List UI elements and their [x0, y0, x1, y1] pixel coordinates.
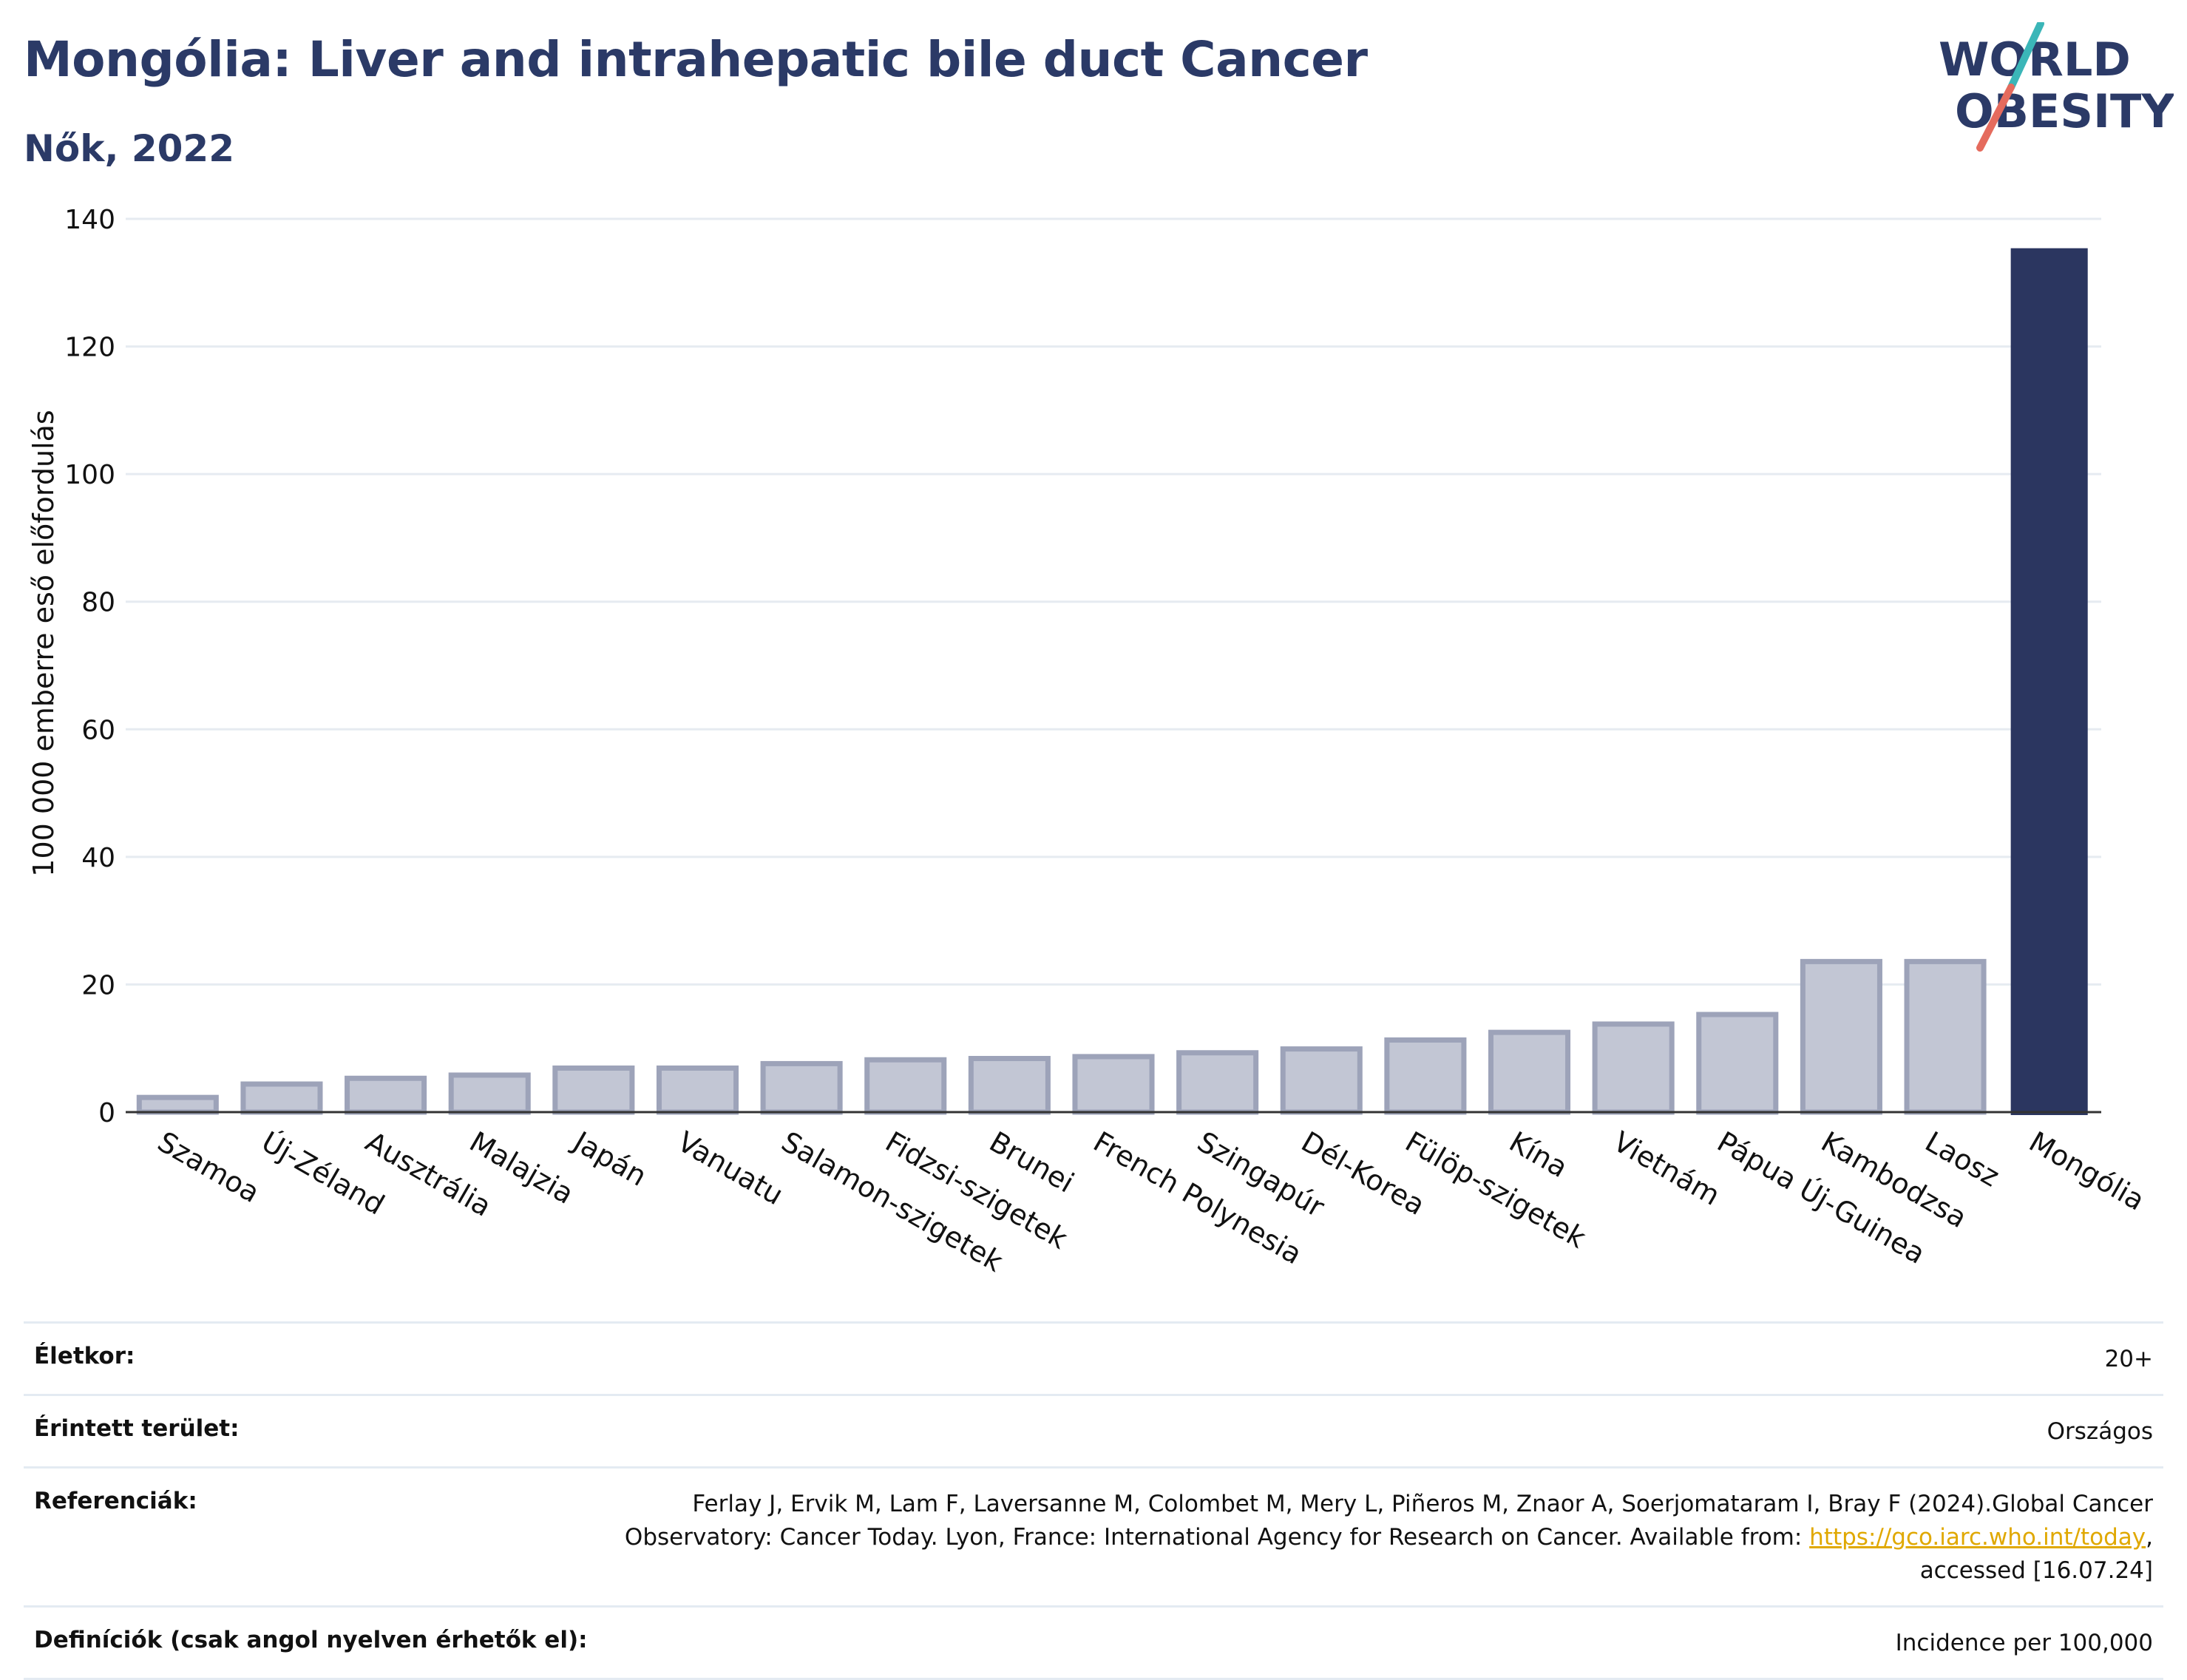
metadata-table: Életkor: 20+ Érintett terület: Országos … — [24, 1321, 2163, 1680]
meta-label: Érintett terület: — [34, 1415, 240, 1442]
reference-line-2: Observatory: Cancer Today. Lyon, France:… — [624, 1523, 1810, 1551]
x-tick-label: Kína — [1504, 1125, 1573, 1185]
meta-label: Referenciák: — [34, 1487, 197, 1514]
bar-5 — [656, 1065, 739, 1115]
x-tick-label: Vietnám — [1608, 1125, 1726, 1212]
bar-1 — [240, 1081, 323, 1115]
bar-chart: 020406080100120140SzamoaÚj-ZélandAusztrá… — [27, 205, 2150, 1278]
reference-line-3: accessed [16.07.24] — [1919, 1557, 2153, 1584]
y-tick-label: 100 — [64, 460, 115, 490]
y-tick-label: 80 — [81, 588, 115, 618]
bar-12 — [1384, 1037, 1467, 1115]
meta-value: Országos — [2047, 1418, 2153, 1445]
logo-slash-teal — [2007, 22, 2044, 91]
x-tick-label: Japán — [567, 1125, 653, 1193]
bar-8 — [968, 1056, 1051, 1115]
meta-row-references: Referenciák: Ferlay J, Ervik M, Lam F, L… — [24, 1466, 2163, 1605]
meta-row-area: Érintett terület: Országos — [24, 1393, 2163, 1466]
bars — [136, 248, 2088, 1116]
y-tick-label: 60 — [81, 715, 115, 745]
bar-14 — [1592, 1021, 1675, 1115]
logo-slash-coral — [1976, 84, 2015, 152]
meta-row-definitions: Definíciók (csak angol nyelven érhetők e… — [24, 1605, 2163, 1680]
bar-15 — [1696, 1012, 1779, 1115]
bar-17 — [1904, 958, 1987, 1115]
references-text: Ferlay J, Ervik M, Lam F, Laversanne M, … — [625, 1488, 2153, 1588]
axes: 020406080100120140SzamoaÚj-ZélandAusztrá… — [64, 205, 2150, 1278]
bar-0 — [136, 1094, 219, 1115]
meta-value: 20+ — [2104, 1346, 2153, 1372]
bar-7 — [864, 1057, 947, 1115]
bar-3 — [448, 1072, 531, 1115]
x-tick-label: Szamoa — [152, 1125, 265, 1210]
x-tick-label: Mongólia — [2024, 1125, 2150, 1217]
world-obesity-logo: WORLD OBESITY — [1939, 22, 2174, 152]
meta-label: Definíciók (csak angol nyelven érhetők e… — [34, 1626, 588, 1653]
bar-9 — [1072, 1054, 1155, 1115]
x-tick-label: Fülöp-szigetek — [1400, 1125, 1591, 1255]
reference-link[interactable]: https://gco.iarc.who.int/today — [1809, 1523, 2146, 1551]
page-title: Mongólia: Liver and intrahepatic bile du… — [24, 31, 1368, 88]
bar-4 — [552, 1065, 635, 1115]
reference-line-2-end: , — [2146, 1523, 2153, 1551]
page-subtitle: Nők, 2022 — [24, 127, 235, 170]
bar-6 — [760, 1060, 843, 1115]
bar-18 — [2010, 248, 2088, 1116]
meta-value: Incidence per 100,000 — [1895, 1629, 2153, 1656]
x-tick-label: Vanuatu — [672, 1125, 789, 1211]
grid-lines — [126, 217, 2101, 986]
y-tick-label: 0 — [98, 1098, 115, 1128]
meta-row-age: Életkor: 20+ — [24, 1321, 2163, 1394]
bar-11 — [1280, 1046, 1363, 1115]
bar-10 — [1176, 1050, 1259, 1115]
bar-2 — [345, 1075, 427, 1115]
meta-label: Életkor: — [34, 1343, 135, 1369]
y-tick-label: 120 — [64, 333, 115, 363]
reference-line-1: Ferlay J, Ervik M, Lam F, Laversanne M, … — [692, 1490, 2153, 1517]
y-tick-label: 20 — [81, 970, 115, 1000]
y-tick-label: 140 — [64, 205, 115, 235]
y-axis-label: 100 000 emberre eső előfordulás — [27, 410, 60, 876]
y-tick-label: 40 — [81, 843, 115, 873]
bar-16 — [1800, 958, 1882, 1115]
bar-13 — [1488, 1029, 1571, 1115]
